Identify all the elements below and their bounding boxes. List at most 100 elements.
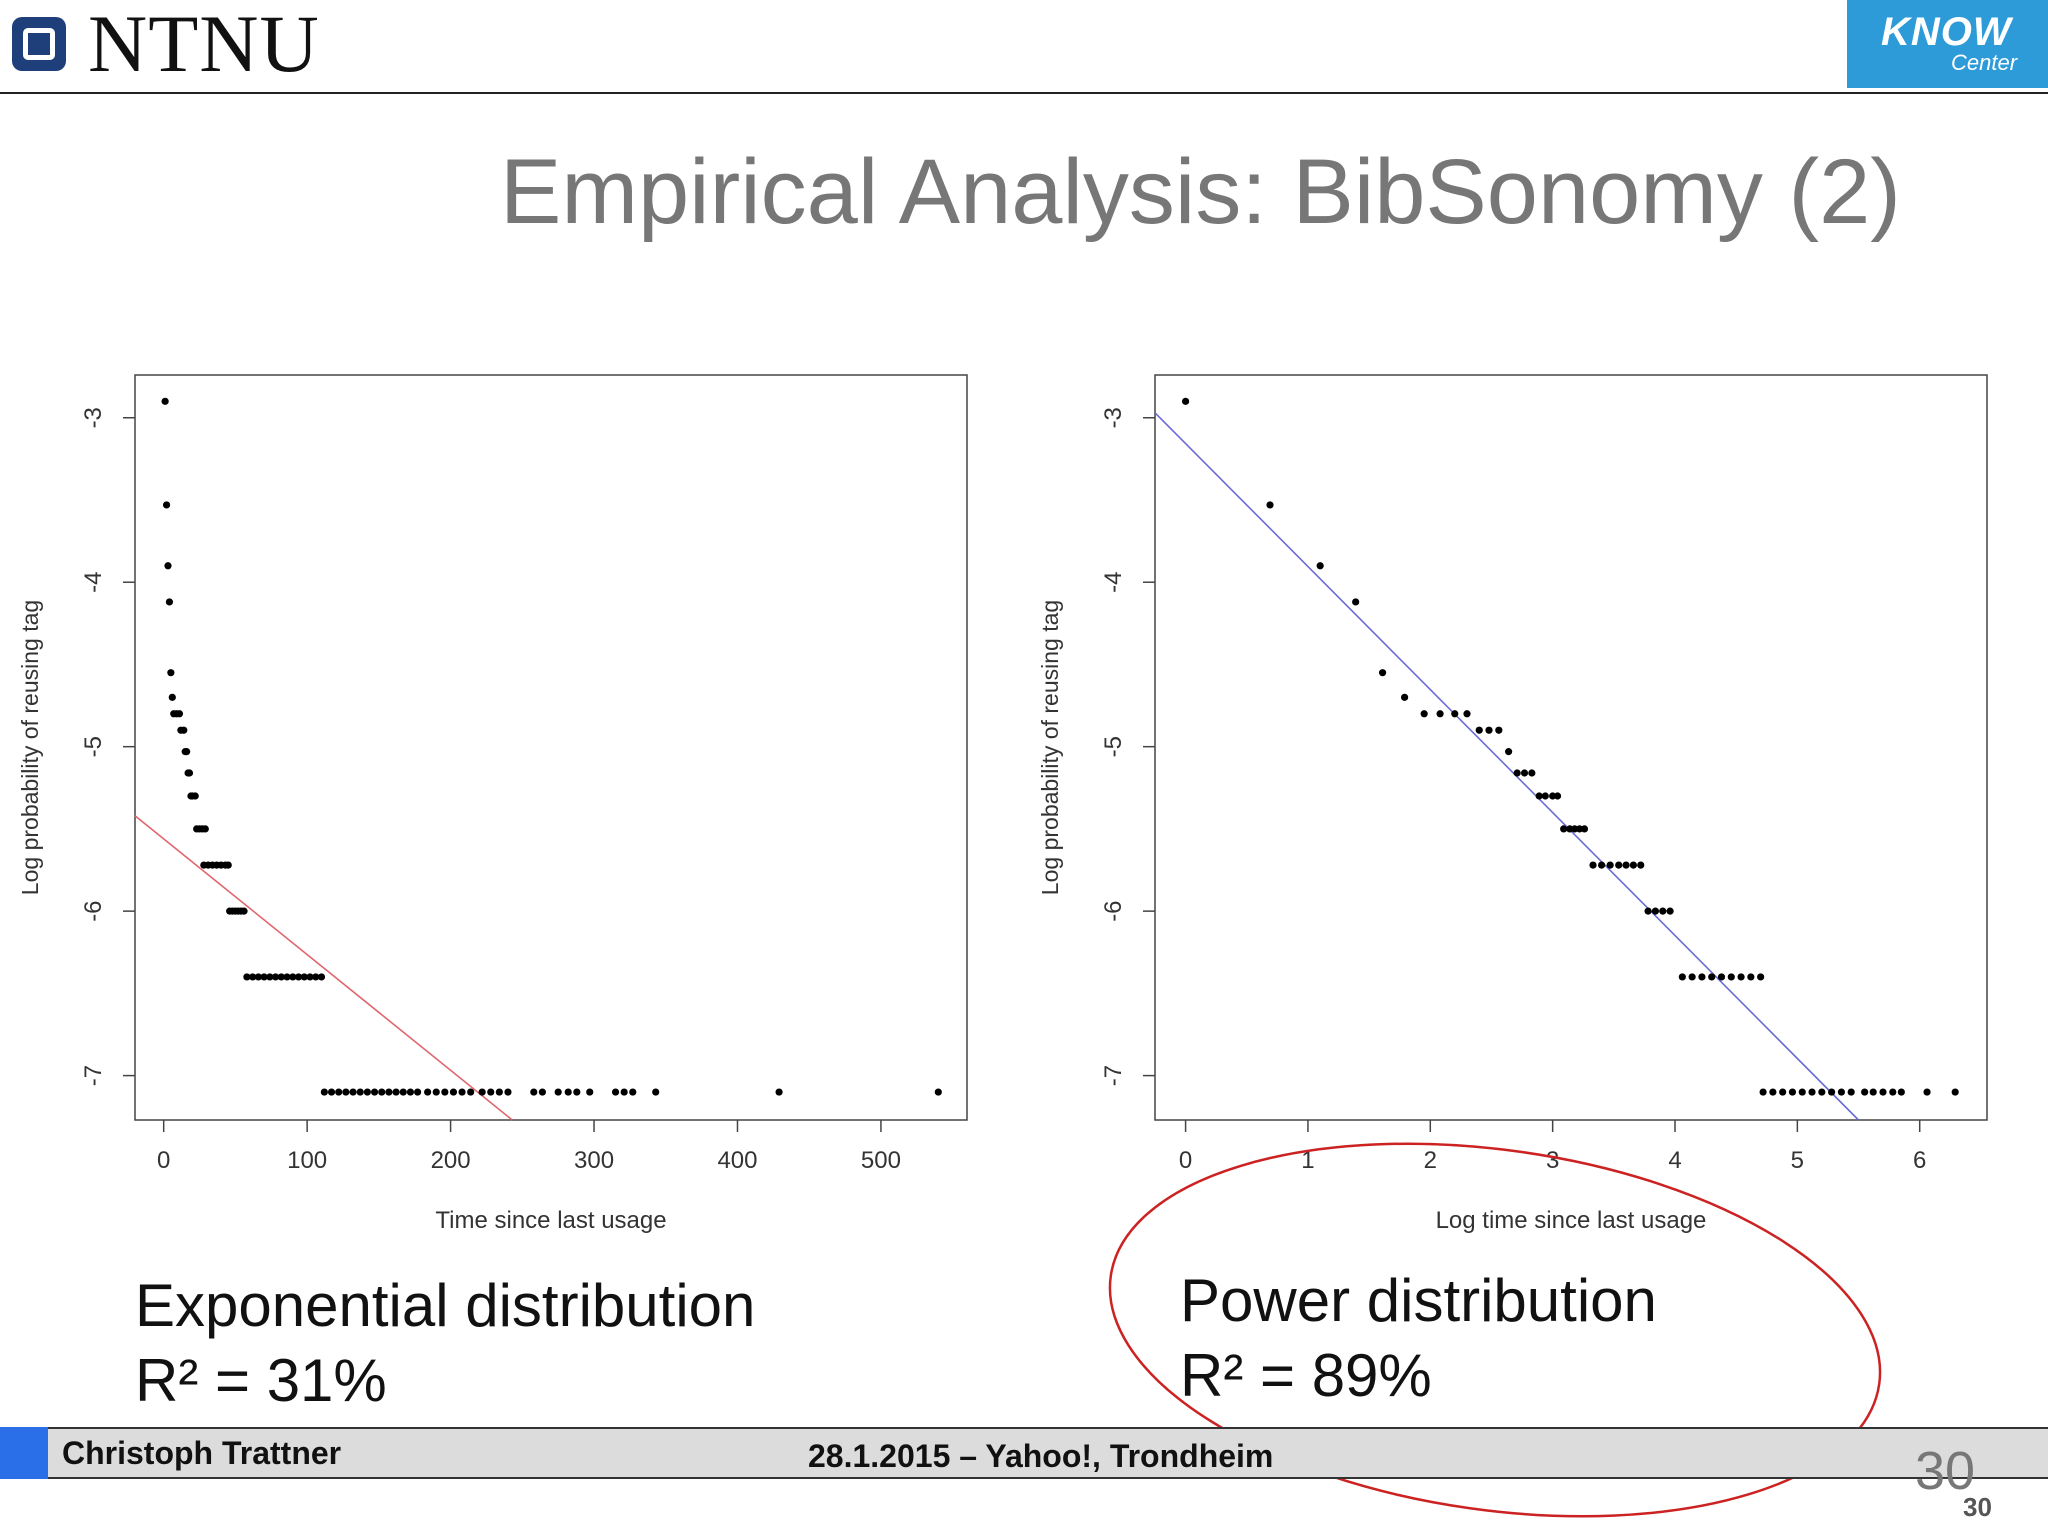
data-point <box>1352 598 1360 606</box>
data-point <box>1688 973 1696 981</box>
data-point <box>1181 397 1190 405</box>
highlight-ellipse <box>1108 1142 1882 1518</box>
y-tick-label: -3 <box>80 407 107 428</box>
data-point <box>1560 825 1568 833</box>
data-point <box>1622 861 1630 869</box>
data-point <box>164 562 172 570</box>
data-point <box>1818 1088 1826 1096</box>
y-tick-label: -4 <box>80 572 107 593</box>
data-point <box>1513 769 1521 777</box>
data-point <box>620 1088 628 1096</box>
data-point <box>573 1088 581 1096</box>
x-tick-label: 1 <box>1301 1147 1314 1174</box>
footer-author: Christoph Trattner <box>62 1435 342 1471</box>
ntnu-logo-icon <box>12 17 66 71</box>
data-point <box>1808 1088 1816 1096</box>
data-point <box>467 1088 475 1096</box>
footer-event: 28.1.2015 – Yahoo!, Trondheim <box>808 1438 1274 1474</box>
data-point <box>185 769 194 777</box>
data-point <box>254 973 262 981</box>
data-point <box>1316 562 1324 570</box>
data-point <box>1520 769 1529 777</box>
data-point <box>320 1088 328 1096</box>
x-tick-label: 4 <box>1668 1147 1681 1174</box>
ntnu-logo: NTNU <box>12 3 320 85</box>
y-tick-label: -4 <box>1100 572 1127 593</box>
data-point <box>1828 1088 1836 1096</box>
data-point <box>1637 861 1645 869</box>
data-point <box>1615 861 1623 869</box>
x-tick-label: 6 <box>1913 1147 1926 1174</box>
y-tick-label: -6 <box>1100 900 1127 921</box>
know-center-logo: KNOW Center <box>1847 0 2048 88</box>
data-point <box>249 973 257 981</box>
data-point <box>1505 748 1513 756</box>
data-point <box>1651 907 1660 915</box>
data-point <box>1769 1088 1777 1096</box>
data-point <box>504 1088 512 1096</box>
data-point <box>1847 1088 1855 1096</box>
data-point <box>1606 861 1614 869</box>
data-point <box>1535 792 1543 800</box>
data-point <box>1666 907 1674 915</box>
data-point <box>1401 693 1409 701</box>
data-point <box>1528 769 1536 777</box>
data-point <box>1485 726 1493 734</box>
page-number: 30 <box>1915 1441 1976 1501</box>
data-point <box>441 1088 449 1096</box>
power-caption-title: Power distribution <box>1180 1267 1657 1334</box>
exponential-r-squared: R² = 31% <box>135 1347 387 1414</box>
data-point <box>1798 1088 1806 1096</box>
data-point <box>1553 792 1562 800</box>
x-tick-label: 100 <box>287 1147 327 1174</box>
data-point <box>180 726 188 734</box>
plot-frame <box>1154 374 1988 1121</box>
data-point <box>487 1088 495 1096</box>
data-point <box>432 1088 440 1096</box>
x-tick-label: 0 <box>157 1147 170 1174</box>
data-point <box>1951 1088 1959 1096</box>
y-tick-label: -7 <box>80 1065 107 1086</box>
data-point <box>378 1088 386 1096</box>
data-point <box>1451 710 1459 718</box>
data-point <box>1463 710 1471 718</box>
data-point <box>240 907 248 915</box>
data-point <box>652 1088 660 1096</box>
data-point <box>538 1088 546 1096</box>
data-point <box>201 825 209 833</box>
data-point <box>317 973 326 981</box>
x-tick-label: 400 <box>717 1147 757 1174</box>
data-point <box>1757 973 1765 981</box>
data-point <box>564 1088 572 1096</box>
data-point <box>1879 1088 1887 1096</box>
know-logo-line2: Center <box>1951 50 2018 75</box>
data-point <box>306 973 314 981</box>
data-point <box>1580 825 1589 833</box>
slide-title: Empirical Analysis: BibSonomy (2) <box>500 141 1901 243</box>
x-tick-label: 300 <box>574 1147 614 1174</box>
y-tick-label: -5 <box>80 736 107 757</box>
y-tick-label: -3 <box>1100 407 1127 428</box>
fit-line <box>1154 412 1860 1121</box>
data-point <box>1629 861 1637 869</box>
data-point <box>1869 1088 1877 1096</box>
data-point <box>1708 973 1716 981</box>
exponential-chart: 0 100 200 300 400 500 -3 -4 -5 -6 -7 Time since las… <box>20 374 968 1234</box>
y-tick-label: -7 <box>1100 1065 1127 1086</box>
data-point <box>1788 1088 1797 1096</box>
data-point <box>335 1088 343 1096</box>
data-point <box>1779 1088 1787 1096</box>
exponential-caption-title: Exponential distribution <box>135 1272 756 1339</box>
data-point <box>1737 973 1745 981</box>
footer-accent <box>0 1427 48 1479</box>
data-point <box>385 1088 393 1096</box>
footer-bar <box>0 1427 2048 1479</box>
data-point <box>1589 861 1597 869</box>
data-point <box>478 1088 486 1096</box>
data-point <box>495 1088 503 1096</box>
data-point <box>342 1088 350 1096</box>
data-point <box>260 973 268 981</box>
power-chart: 0 1 2 3 4 5 6 -3 -4 -5 -6 -7 Log time since last usa… <box>1040 374 1988 1234</box>
data-point <box>349 1088 357 1096</box>
fit-line <box>134 815 513 1121</box>
